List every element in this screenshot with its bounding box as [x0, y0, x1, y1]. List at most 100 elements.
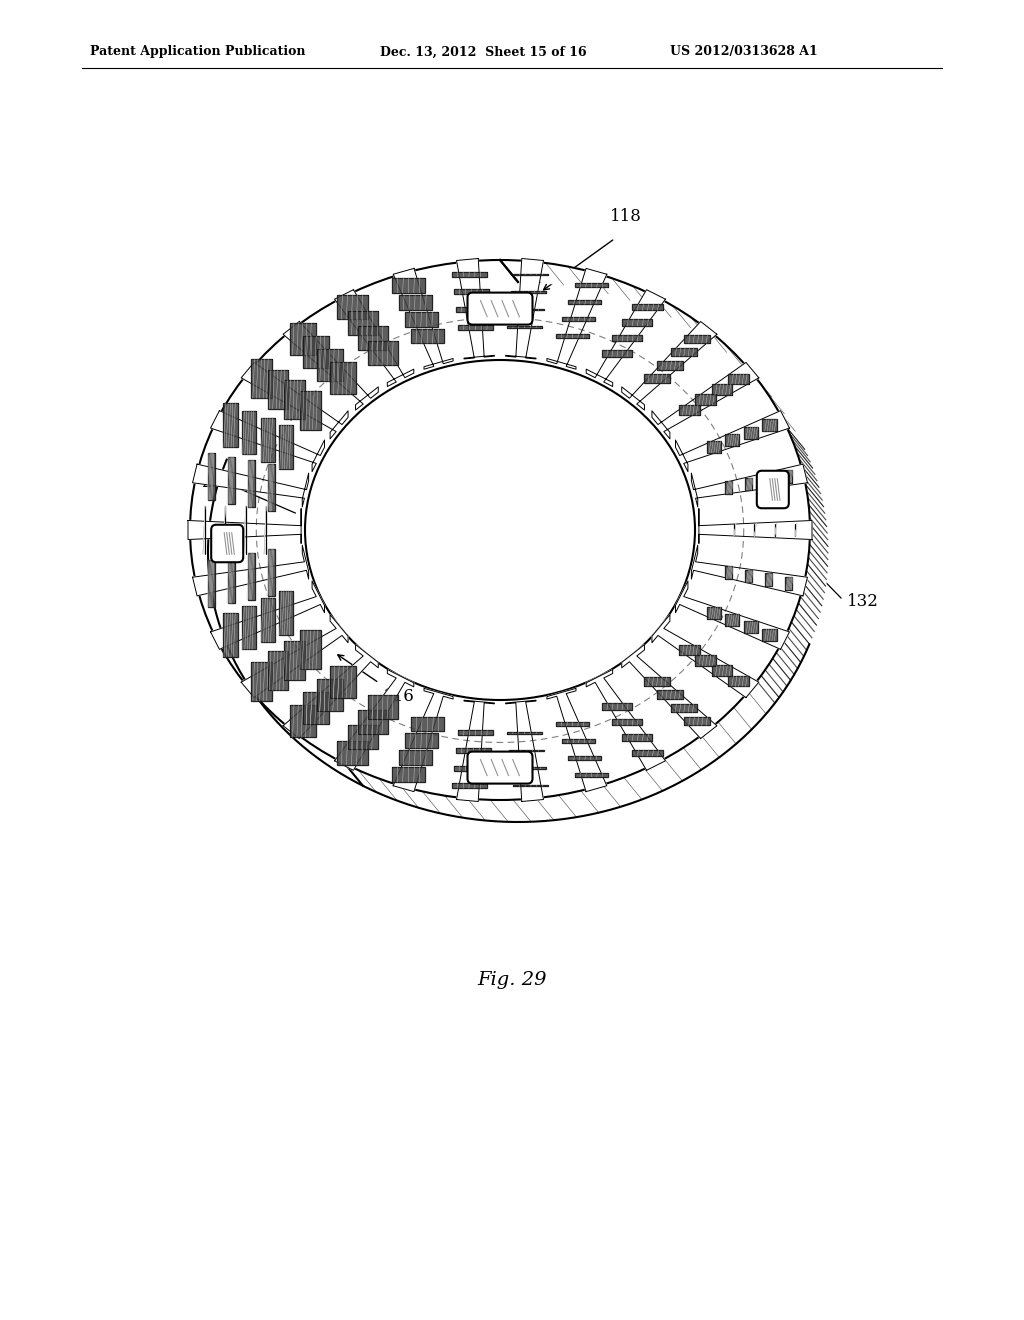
Polygon shape: [267, 370, 288, 409]
Polygon shape: [457, 259, 495, 359]
Polygon shape: [725, 614, 739, 626]
Polygon shape: [707, 607, 721, 619]
Text: 132: 132: [847, 593, 879, 610]
Polygon shape: [695, 395, 716, 405]
Polygon shape: [283, 322, 378, 411]
Polygon shape: [335, 669, 414, 771]
Polygon shape: [612, 335, 642, 342]
Polygon shape: [623, 319, 652, 326]
Polygon shape: [765, 474, 772, 487]
Polygon shape: [657, 690, 683, 700]
Polygon shape: [556, 334, 589, 338]
FancyBboxPatch shape: [468, 751, 532, 784]
Polygon shape: [284, 642, 304, 680]
Polygon shape: [562, 317, 595, 321]
Polygon shape: [368, 342, 398, 366]
FancyBboxPatch shape: [468, 293, 532, 325]
Polygon shape: [208, 453, 215, 500]
Polygon shape: [728, 676, 749, 686]
Polygon shape: [280, 425, 293, 469]
Polygon shape: [743, 426, 758, 438]
Polygon shape: [712, 665, 732, 676]
Polygon shape: [652, 615, 759, 697]
Polygon shape: [511, 767, 546, 768]
Polygon shape: [267, 651, 288, 690]
Polygon shape: [657, 360, 683, 370]
Polygon shape: [507, 326, 542, 327]
Text: Fig. 29: Fig. 29: [477, 972, 547, 989]
Polygon shape: [242, 411, 256, 454]
Text: 118: 118: [610, 209, 642, 224]
Polygon shape: [456, 308, 490, 312]
Polygon shape: [547, 688, 607, 792]
Polygon shape: [452, 783, 486, 788]
Polygon shape: [679, 405, 699, 416]
Polygon shape: [193, 465, 308, 507]
Polygon shape: [568, 300, 601, 305]
Polygon shape: [676, 411, 790, 471]
Polygon shape: [303, 692, 329, 723]
Text: US 2012/0313628 A1: US 2012/0313628 A1: [670, 45, 818, 58]
Polygon shape: [574, 284, 608, 288]
Polygon shape: [211, 411, 325, 471]
Polygon shape: [345, 260, 828, 822]
Polygon shape: [568, 756, 601, 760]
Text: Patent Application Publication: Patent Application Publication: [90, 45, 305, 58]
Polygon shape: [633, 304, 663, 310]
Polygon shape: [684, 717, 711, 726]
Polygon shape: [248, 553, 255, 599]
Polygon shape: [511, 292, 546, 293]
Polygon shape: [712, 384, 732, 395]
Polygon shape: [227, 457, 234, 504]
Polygon shape: [602, 350, 632, 356]
Polygon shape: [248, 461, 255, 507]
Polygon shape: [411, 717, 444, 731]
Ellipse shape: [305, 360, 695, 700]
Polygon shape: [745, 478, 753, 490]
Polygon shape: [357, 326, 388, 350]
Polygon shape: [643, 677, 670, 686]
Polygon shape: [763, 628, 776, 640]
Polygon shape: [242, 606, 256, 649]
Polygon shape: [622, 644, 717, 738]
Text: 28: 28: [202, 474, 223, 491]
Polygon shape: [684, 334, 711, 343]
Polygon shape: [725, 482, 732, 494]
Polygon shape: [509, 309, 544, 310]
Polygon shape: [728, 374, 749, 384]
Polygon shape: [454, 766, 488, 771]
Polygon shape: [633, 750, 663, 756]
Polygon shape: [393, 268, 453, 370]
Polygon shape: [745, 570, 753, 582]
Polygon shape: [242, 615, 348, 697]
Polygon shape: [392, 767, 425, 781]
Polygon shape: [300, 391, 321, 429]
Polygon shape: [290, 705, 315, 737]
Polygon shape: [368, 694, 398, 718]
Polygon shape: [765, 573, 772, 586]
Polygon shape: [547, 268, 607, 370]
Polygon shape: [223, 404, 238, 447]
Polygon shape: [454, 289, 488, 294]
Polygon shape: [699, 508, 812, 544]
Polygon shape: [586, 289, 666, 387]
Polygon shape: [785, 470, 793, 483]
Polygon shape: [316, 350, 343, 381]
Polygon shape: [283, 644, 378, 738]
Ellipse shape: [190, 260, 810, 800]
Polygon shape: [260, 418, 274, 462]
Polygon shape: [227, 556, 234, 603]
Text: 116: 116: [383, 688, 415, 705]
Polygon shape: [404, 734, 438, 748]
Polygon shape: [188, 508, 301, 544]
Polygon shape: [513, 785, 548, 787]
Polygon shape: [347, 310, 378, 334]
Polygon shape: [290, 323, 315, 355]
Polygon shape: [335, 289, 414, 387]
Polygon shape: [574, 772, 608, 776]
Polygon shape: [337, 296, 368, 319]
Polygon shape: [242, 363, 348, 438]
Polygon shape: [679, 644, 699, 655]
Polygon shape: [785, 577, 793, 590]
Polygon shape: [691, 465, 808, 507]
